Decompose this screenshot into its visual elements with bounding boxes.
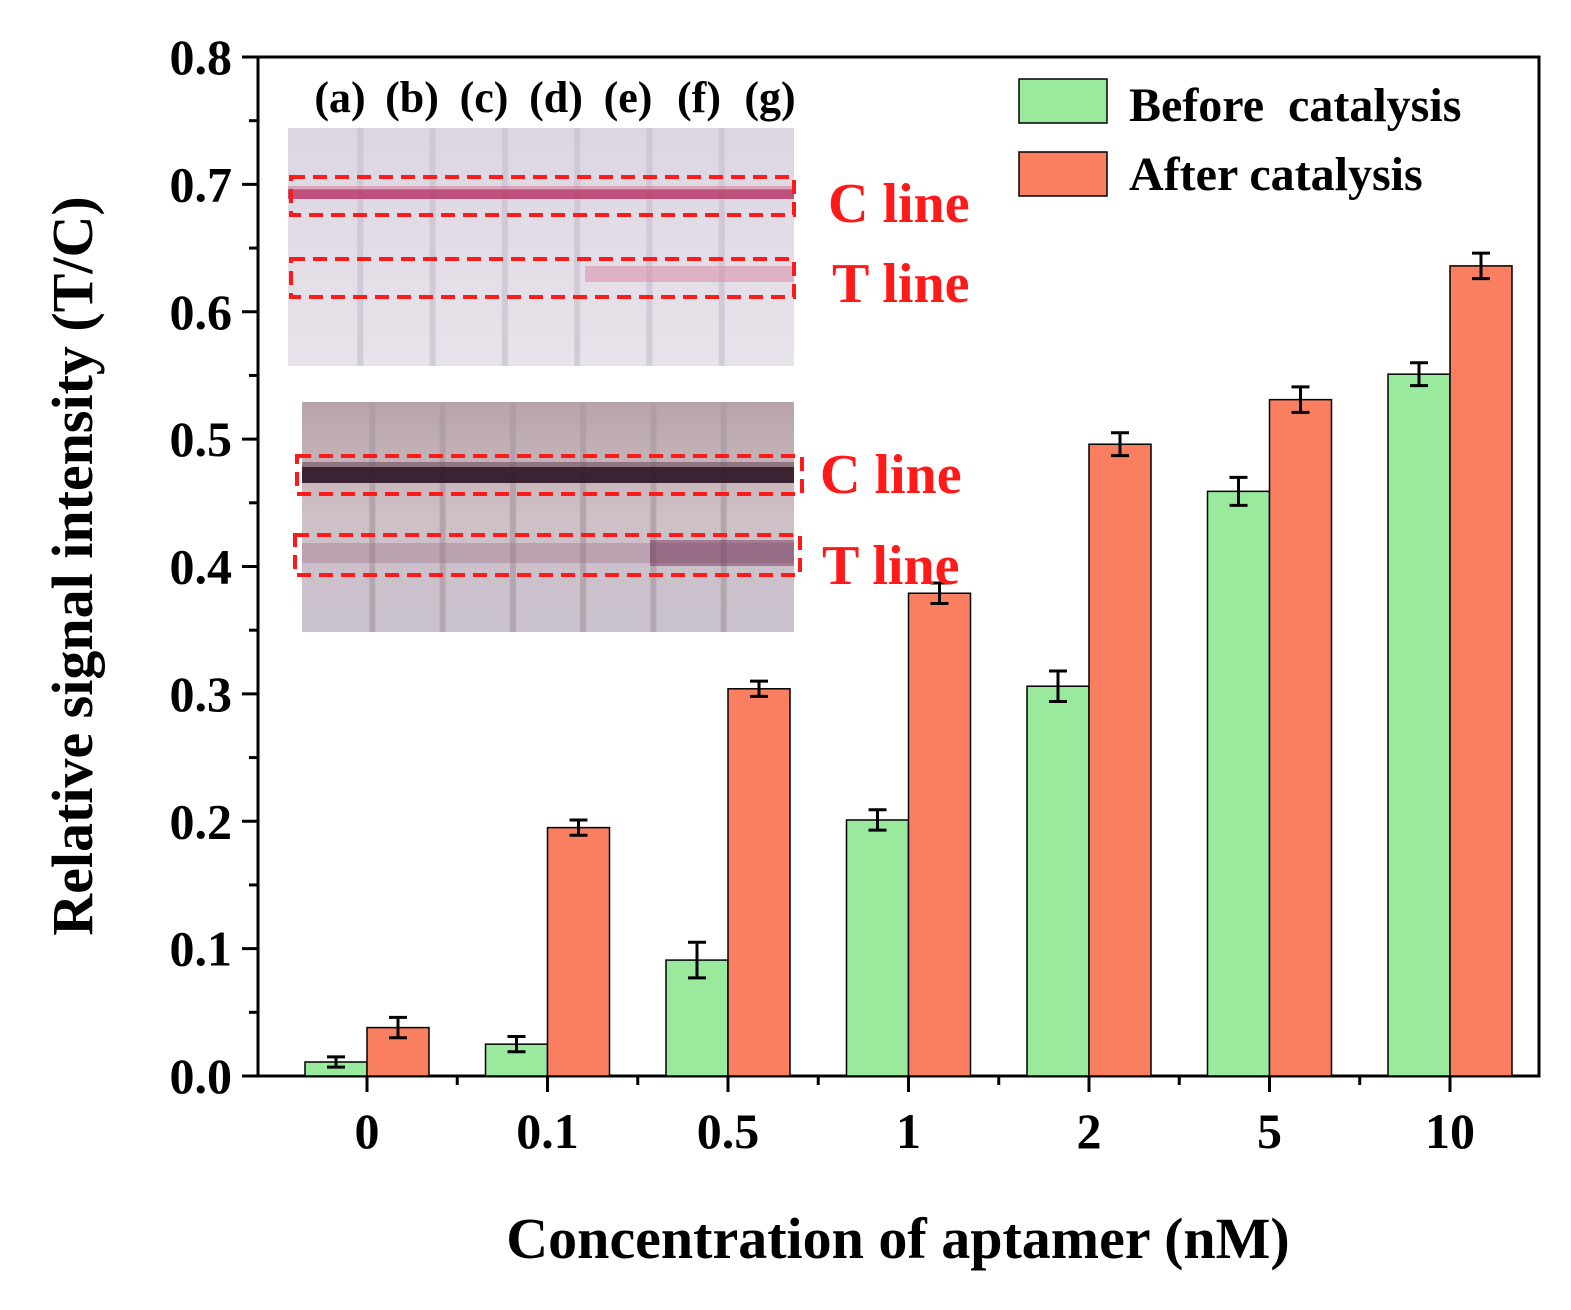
y-axis-title: Relative signal intensity (T/C) bbox=[40, 196, 105, 935]
y-tick-label: 0.1 bbox=[170, 921, 233, 977]
strip-label: (e) bbox=[604, 73, 653, 122]
c-line-box-bottom bbox=[295, 454, 804, 496]
strip-label: (b) bbox=[385, 73, 439, 122]
strip-label: (a) bbox=[314, 73, 365, 122]
bar-after bbox=[727, 688, 791, 1077]
x-axis: 0 0.1 0.5 1 2 5 10 bbox=[355, 1076, 1475, 1159]
y-tick-label: 0.5 bbox=[170, 411, 233, 467]
x-tick-label: 10 bbox=[1425, 1103, 1475, 1159]
x-tick-label: 0 bbox=[355, 1103, 380, 1159]
legend: Before catalysis After catalysis bbox=[1018, 78, 1461, 201]
legend-label-before: Before catalysis bbox=[1129, 79, 1461, 132]
y-tick-label: 0.4 bbox=[170, 539, 233, 595]
y-tick-label: 0.6 bbox=[170, 284, 233, 340]
strip-label: (c) bbox=[460, 73, 509, 122]
t-line-label-bottom: T line bbox=[822, 535, 959, 597]
x-tick-label: 1 bbox=[896, 1103, 921, 1159]
bar-before bbox=[1206, 490, 1271, 1077]
strip-label: (f) bbox=[677, 73, 721, 122]
x-tick-label: 0.1 bbox=[516, 1103, 579, 1159]
strip-labels: (a) (b) (c) (d) (e) (f) (g) bbox=[314, 73, 795, 122]
y-tick-label: 0.8 bbox=[170, 29, 233, 85]
bar-after bbox=[366, 1026, 430, 1077]
bar-after bbox=[907, 592, 972, 1077]
strip-label: (g) bbox=[744, 73, 795, 122]
x-tick-label: 5 bbox=[1257, 1103, 1282, 1159]
strip-label: (d) bbox=[529, 73, 583, 122]
t-line-label-top: T line bbox=[832, 253, 969, 315]
bar-series bbox=[304, 251, 1513, 1077]
x-tick-label: 0.5 bbox=[697, 1103, 760, 1159]
test-strip-inset: (a) (b) (c) (d) (e) (f) (g) C line T line C li… bbox=[288, 73, 970, 632]
bar-after bbox=[1088, 443, 1152, 1077]
c-line-label-bottom: C line bbox=[820, 444, 962, 506]
legend-swatch-before bbox=[1018, 78, 1108, 124]
bar-before bbox=[845, 819, 910, 1077]
bar-after bbox=[1449, 265, 1513, 1077]
bar-after bbox=[546, 826, 611, 1077]
y-tick-label: 0.3 bbox=[170, 666, 233, 722]
bar-after bbox=[1268, 398, 1333, 1077]
x-axis-title: Concentration of aptamer (nM) bbox=[506, 1206, 1289, 1271]
y-tick-label: 0.2 bbox=[170, 793, 233, 849]
x-tick-label: 2 bbox=[1077, 1103, 1102, 1159]
strip-photo-before bbox=[288, 128, 796, 366]
bar-before bbox=[1387, 373, 1451, 1077]
c-line-box-top bbox=[289, 175, 796, 217]
y-tick-label: 0.7 bbox=[170, 156, 233, 212]
t-line-box-top bbox=[289, 257, 796, 299]
legend-swatch-after bbox=[1018, 151, 1108, 197]
bar-before bbox=[1026, 685, 1090, 1077]
c-line-label-top: C line bbox=[828, 173, 970, 235]
t-line-box-bottom bbox=[293, 533, 802, 577]
y-tick-label: 0.0 bbox=[170, 1048, 233, 1104]
y-axis: 0.0 0.1 0.2 0.3 0.4 0.5 0.6 0.7 0.8 bbox=[170, 29, 258, 1104]
legend-label-after: After catalysis bbox=[1129, 148, 1423, 201]
strip-photo-after bbox=[293, 402, 804, 632]
